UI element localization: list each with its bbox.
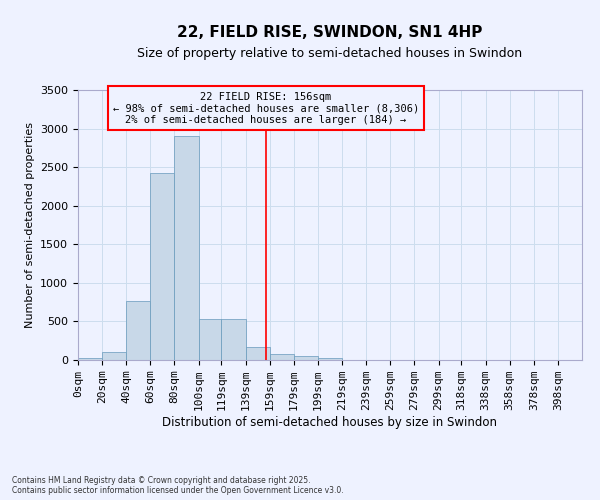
Bar — [318, 358, 342, 360]
X-axis label: Distribution of semi-detached houses by size in Swindon: Distribution of semi-detached houses by … — [163, 416, 497, 429]
Bar — [294, 356, 318, 360]
Bar — [221, 319, 245, 360]
Bar — [199, 319, 221, 360]
Bar — [126, 300, 151, 360]
Bar — [151, 174, 175, 360]
Bar — [245, 346, 270, 360]
Text: Size of property relative to semi-detached houses in Swindon: Size of property relative to semi-detach… — [137, 48, 523, 60]
Text: 22, FIELD RISE, SWINDON, SN1 4HP: 22, FIELD RISE, SWINDON, SN1 4HP — [178, 25, 482, 40]
Text: 22 FIELD RISE: 156sqm
← 98% of semi-detached houses are smaller (8,306)
2% of se: 22 FIELD RISE: 156sqm ← 98% of semi-deta… — [113, 92, 419, 124]
Bar — [175, 136, 199, 360]
Bar — [102, 352, 126, 360]
Y-axis label: Number of semi-detached properties: Number of semi-detached properties — [25, 122, 35, 328]
Bar — [78, 358, 102, 360]
Bar — [270, 354, 294, 360]
Text: Contains HM Land Registry data © Crown copyright and database right 2025.
Contai: Contains HM Land Registry data © Crown c… — [12, 476, 344, 495]
